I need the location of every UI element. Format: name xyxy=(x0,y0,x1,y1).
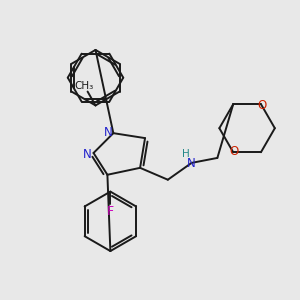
Text: N: N xyxy=(83,148,92,161)
Text: H: H xyxy=(182,149,190,159)
Text: O: O xyxy=(230,145,239,158)
Text: F: F xyxy=(107,205,114,218)
Text: CH₃: CH₃ xyxy=(74,81,93,91)
Text: N: N xyxy=(187,158,196,170)
Text: O: O xyxy=(257,99,267,112)
Text: N: N xyxy=(104,126,113,139)
